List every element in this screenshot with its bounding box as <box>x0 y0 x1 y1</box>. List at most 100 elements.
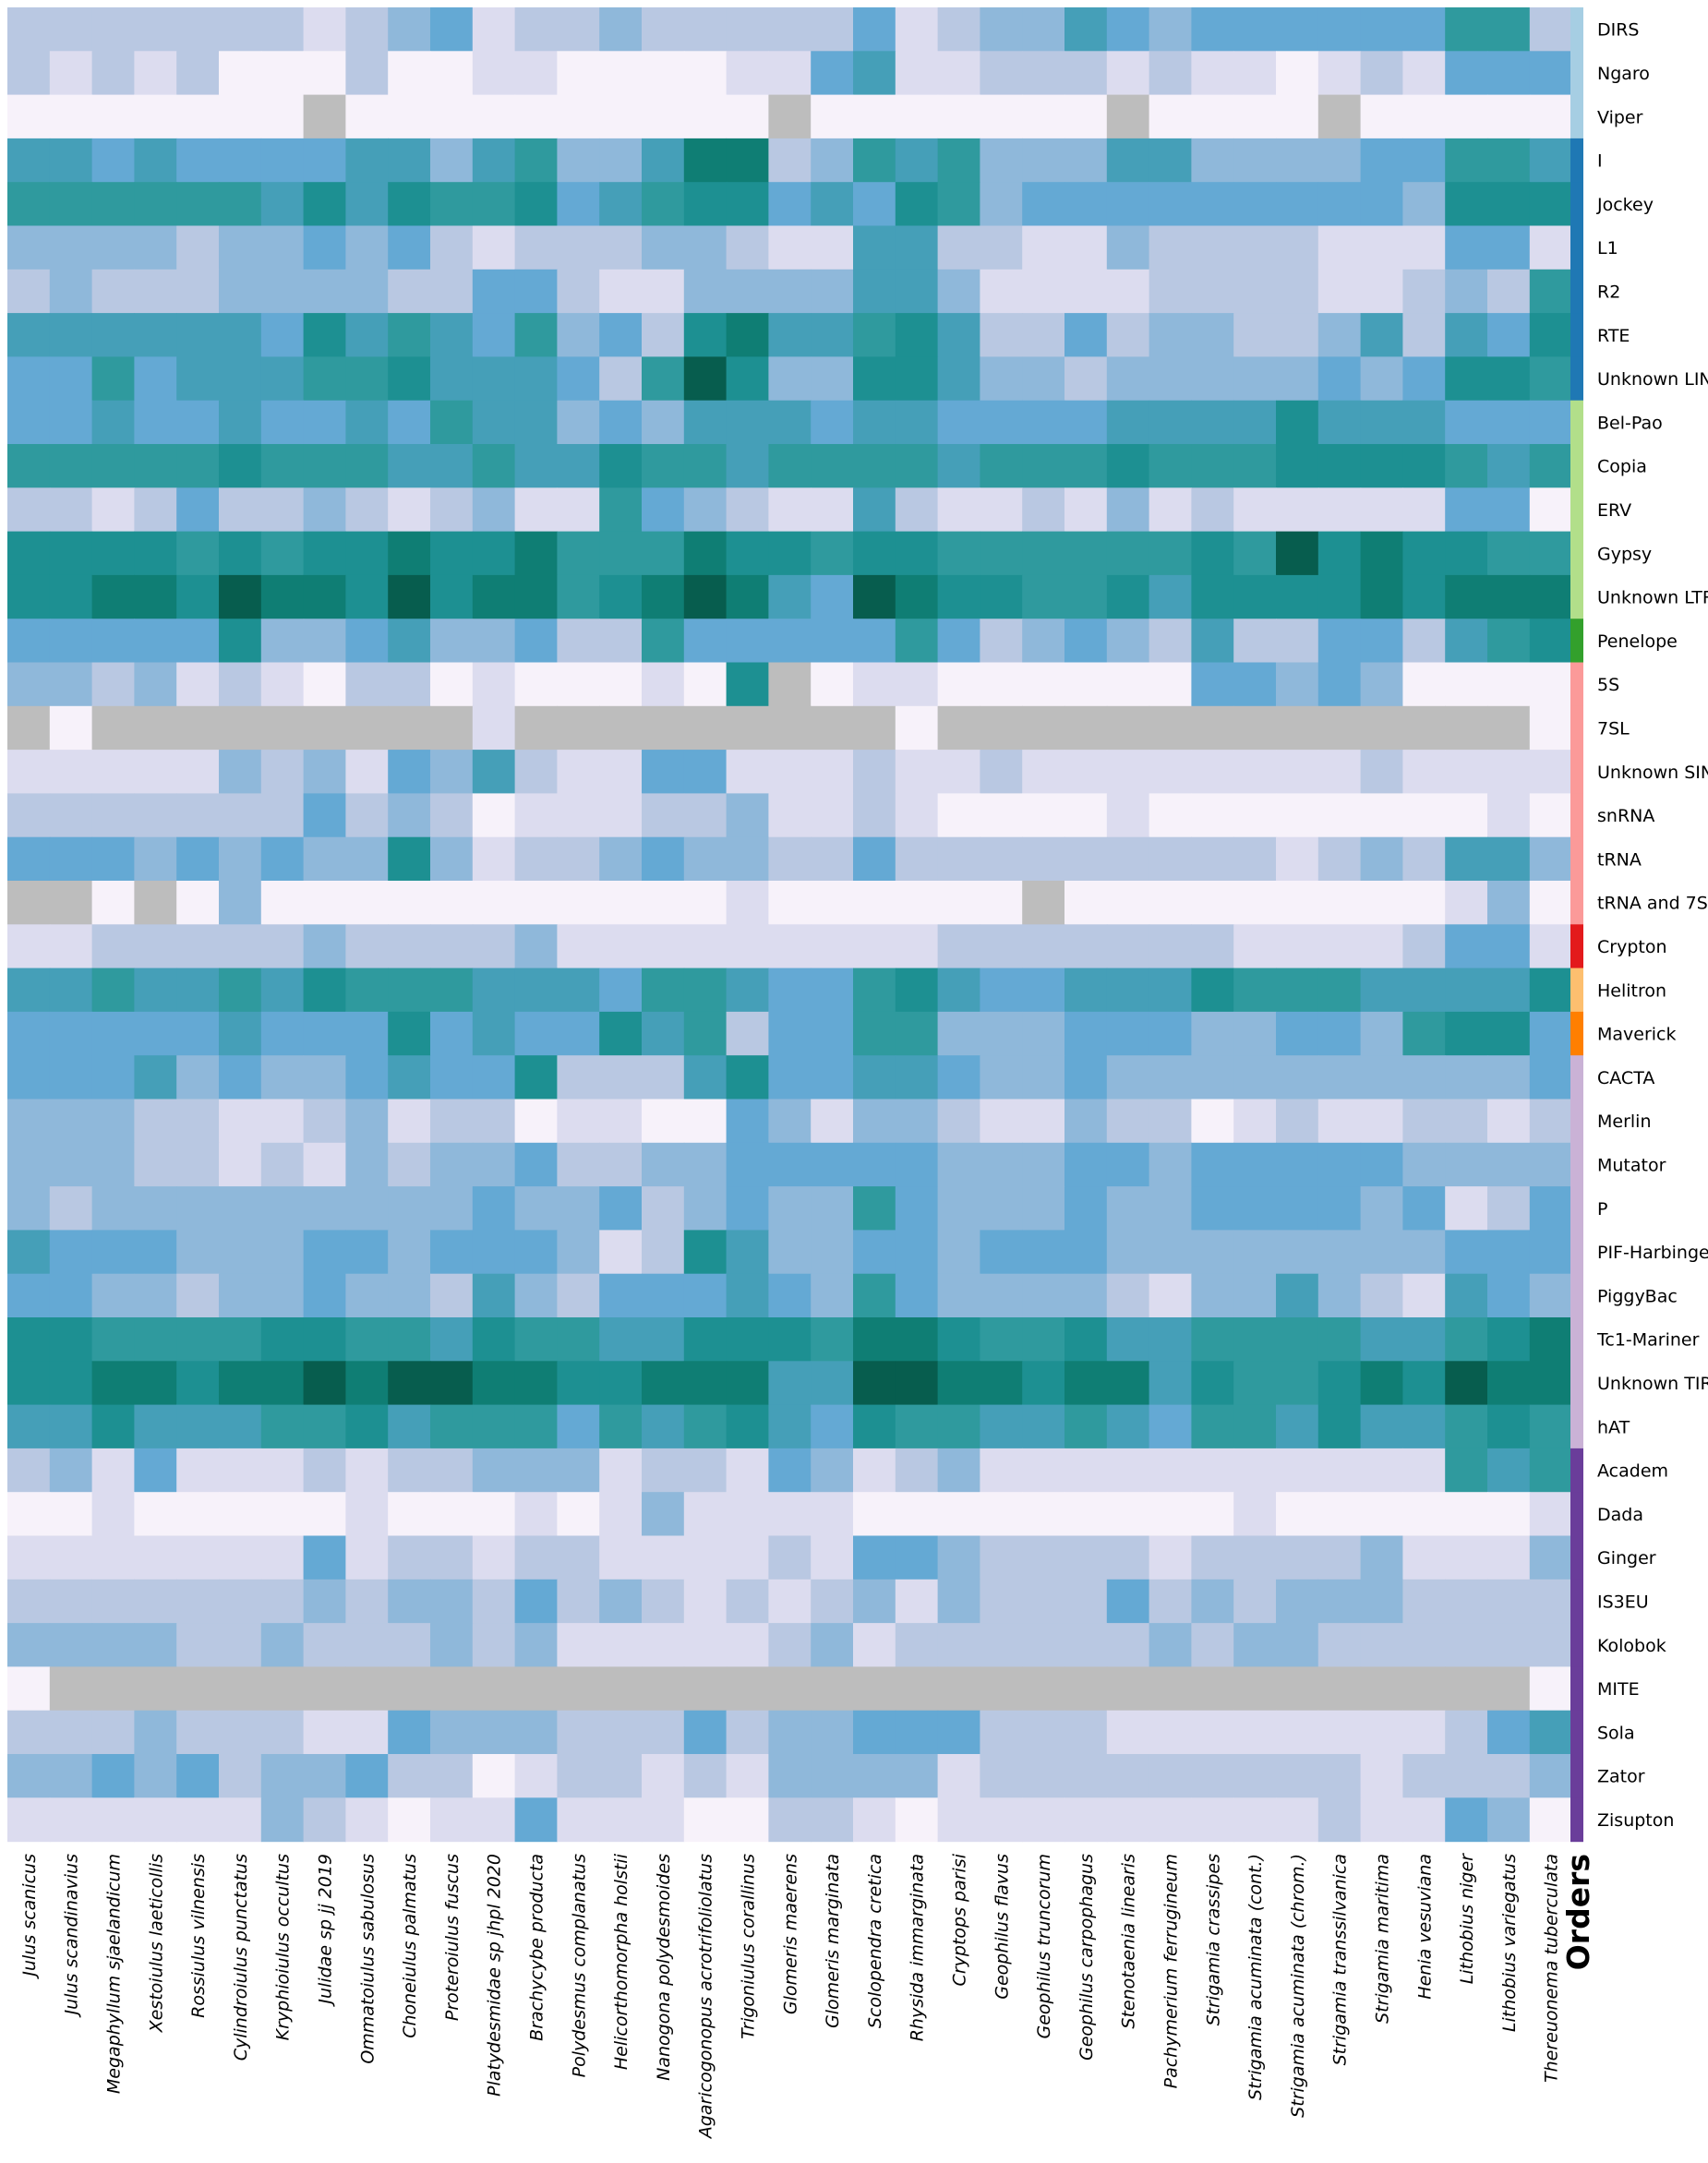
heatmap-cell <box>642 487 685 533</box>
heatmap-cell <box>1233 1142 1277 1187</box>
heatmap-cell <box>1149 1623 1192 1667</box>
heatmap-cell <box>811 967 854 1013</box>
heatmap-cell <box>1360 269 1403 314</box>
heatmap-cell <box>557 662 600 707</box>
heatmap-cell <box>1191 444 1234 488</box>
heatmap-cell <box>1529 836 1573 882</box>
heatmap-cell <box>1317 94 1362 139</box>
heatmap-cell <box>768 1535 812 1580</box>
heatmap-cell <box>642 1448 685 1493</box>
heatmap-cell <box>345 269 389 314</box>
heatmap-cell <box>345 793 389 838</box>
heatmap-cell <box>599 1186 643 1231</box>
heatmap-cell <box>176 1579 220 1624</box>
heatmap-cell <box>853 1230 896 1275</box>
order-annotation-cell <box>1570 1666 1583 1712</box>
heatmap-cell <box>811 356 854 402</box>
heatmap-cell <box>1233 662 1277 707</box>
heatmap-cell <box>557 619 600 664</box>
heatmap-cell <box>1402 225 1446 270</box>
heatmap-cell <box>1487 531 1531 576</box>
heatmap-cell <box>7 1666 51 1712</box>
order-annotation-cell <box>1570 1230 1583 1275</box>
order-annotation-cell <box>1570 313 1583 357</box>
heatmap-cell <box>768 1710 812 1755</box>
heatmap-cell <box>260 1011 305 1056</box>
row-label: Zisupton <box>1597 1810 1674 1831</box>
heatmap-cell <box>345 662 389 707</box>
heatmap-cell <box>937 225 980 270</box>
heatmap-cell <box>683 1492 728 1537</box>
heatmap-cell <box>1064 182 1108 227</box>
heatmap-cell <box>811 269 854 314</box>
heatmap-cell <box>1445 967 1488 1013</box>
heatmap-cell <box>853 967 896 1013</box>
heatmap-cell <box>219 7 262 52</box>
heatmap-cell <box>472 1317 516 1362</box>
heatmap-cell <box>642 574 685 619</box>
heatmap-cell <box>514 1710 558 1755</box>
heatmap-cell <box>303 7 346 52</box>
heatmap-cell <box>1445 531 1488 576</box>
heatmap-cell <box>176 1623 220 1667</box>
heatmap-cell <box>1487 750 1531 794</box>
heatmap-cell <box>7 619 51 664</box>
heatmap-cell <box>642 1404 685 1449</box>
heatmap-cell <box>1233 1099 1277 1144</box>
heatmap-cell <box>260 1710 305 1755</box>
heatmap-cell <box>7 1055 51 1100</box>
heatmap-cell <box>895 619 939 664</box>
heatmap-cell <box>303 1754 346 1798</box>
heatmap-cell <box>91 967 135 1013</box>
heatmap-cell <box>1317 7 1362 52</box>
heatmap-cell <box>557 1142 600 1187</box>
heatmap-cell <box>303 967 346 1013</box>
heatmap-cell <box>895 7 939 52</box>
heatmap-cell <box>557 269 600 314</box>
heatmap-cell <box>768 750 812 794</box>
heatmap-cell <box>472 662 516 707</box>
heatmap-cell <box>219 1666 262 1712</box>
heatmap-cell <box>1360 1754 1403 1798</box>
heatmap-cell <box>260 1273 305 1318</box>
heatmap-cell <box>219 619 262 664</box>
heatmap-cell <box>937 400 980 445</box>
heatmap-cell <box>1317 1623 1362 1667</box>
heatmap-cell <box>1022 138 1065 183</box>
heatmap-cell <box>49 1404 93 1449</box>
heatmap-cell <box>1191 924 1234 969</box>
heatmap-cell <box>980 400 1023 445</box>
heatmap-cell <box>260 1666 305 1712</box>
heatmap-cell <box>1149 1055 1192 1100</box>
heatmap-cell <box>1529 51 1573 96</box>
heatmap-cell <box>1149 574 1192 619</box>
heatmap-cell <box>430 793 474 838</box>
heatmap-cell <box>1445 662 1488 707</box>
row-label: Tc1-Mariner <box>1596 1330 1700 1351</box>
heatmap-cell <box>514 1055 558 1100</box>
heatmap-cell <box>895 1142 939 1187</box>
column-label: Kryphioiulus occultus <box>273 1854 294 2040</box>
heatmap-cell <box>514 1404 558 1449</box>
heatmap-cell <box>260 313 305 357</box>
heatmap-cell <box>895 705 939 751</box>
heatmap-cell <box>1064 1535 1108 1580</box>
heatmap-cell <box>895 51 939 96</box>
heatmap-cell <box>1360 1492 1403 1537</box>
heatmap-cell <box>1064 94 1108 139</box>
heatmap-cell <box>853 7 896 52</box>
heatmap-cell <box>176 1099 220 1144</box>
heatmap-cell <box>1445 1492 1488 1537</box>
heatmap-cell <box>937 1011 980 1056</box>
heatmap-cell <box>1487 1448 1531 1493</box>
heatmap-cell <box>345 444 389 488</box>
heatmap-cell <box>219 138 262 183</box>
heatmap-cell <box>726 881 769 925</box>
heatmap-cell <box>599 705 643 751</box>
heatmap-cell <box>1529 1361 1573 1406</box>
heatmap-cell <box>1149 1186 1192 1231</box>
heatmap-cell <box>388 1361 431 1406</box>
heatmap-cell <box>768 1230 812 1275</box>
heatmap-cell <box>811 1317 854 1362</box>
heatmap-cell <box>1317 1448 1362 1493</box>
